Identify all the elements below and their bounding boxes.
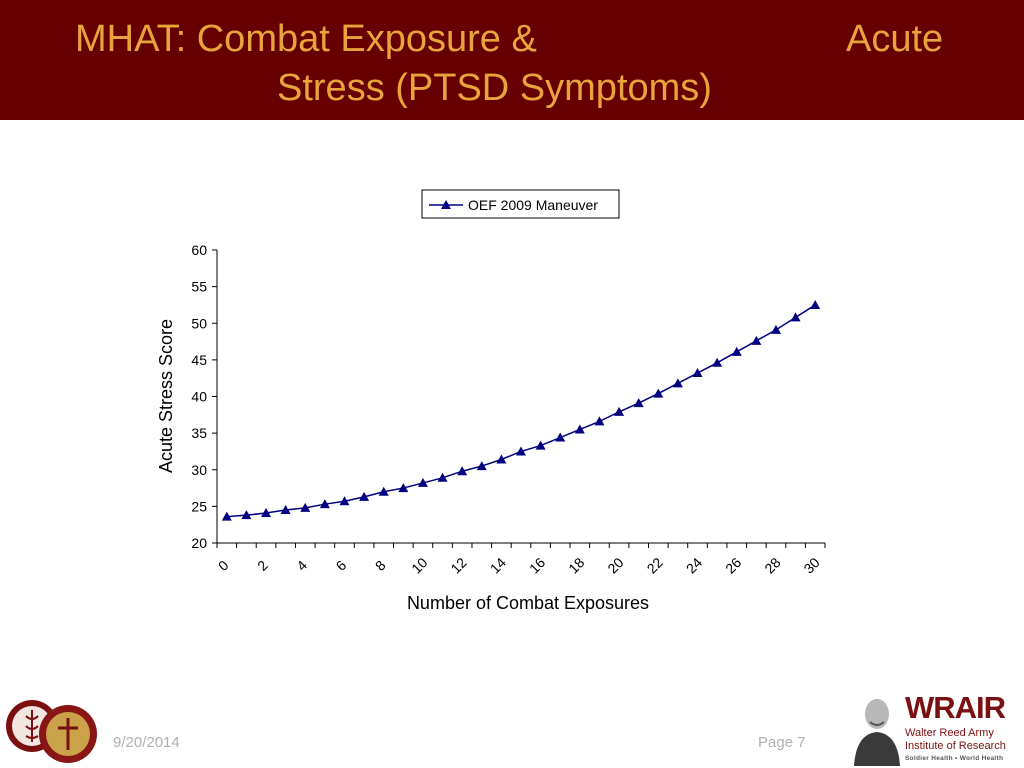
y-tick-label: 55 [191,279,207,295]
title-band [0,0,1024,120]
x-tick-label: 16 [526,554,548,576]
x-tick-label: 4 [293,557,310,574]
y-tick-label: 40 [191,389,207,405]
data-point-marker [241,510,252,520]
data-point-marker [555,432,566,442]
data-point-marker [261,507,272,517]
data-point-marker [437,472,448,482]
data-point-marker [790,312,801,322]
y-tick-label: 25 [191,498,207,514]
data-point-marker [770,324,781,334]
footer-date: 9/20/2014 [113,734,180,751]
x-tick-label: 24 [683,554,705,576]
wrair-logo: WRAIR Walter Reed Army Institute of Rese… [905,692,1020,762]
x-tick-label: 18 [565,554,587,576]
data-point-marker [300,502,311,512]
x-tick-label: 20 [604,554,626,576]
data-point-marker [535,440,546,450]
x-tick-label: 22 [644,554,666,576]
data-point-marker [319,499,330,509]
footer-page-number: Page 7 [758,734,806,751]
legend-label: OEF 2009 Maneuver [468,197,598,213]
y-axis-title: Acute Stress Score [156,319,176,473]
data-point-marker [280,505,291,515]
data-point-marker [633,398,644,408]
data-point-marker [692,368,703,378]
data-point-marker [594,416,605,426]
data-point-marker [359,491,370,501]
y-tick-label: 35 [191,425,207,441]
data-point-marker [653,388,664,398]
data-point-marker [574,424,585,434]
wrair-line2: Institute of Research [905,739,1006,752]
wrair-line1: Walter Reed Army [905,727,994,739]
y-tick-label: 45 [191,352,207,368]
chart-legend: OEF 2009 Maneuver [421,189,620,219]
series-line [226,304,816,518]
slide-title-part1: MHAT: Combat Exposure & [75,18,537,60]
data-point-marker [398,483,409,493]
x-tick-label: 12 [447,554,469,576]
y-tick-label: 20 [191,535,207,551]
x-tick-label: 10 [408,554,430,576]
data-point-marker [476,461,487,471]
data-point-marker [712,357,723,367]
x-tick-label: 6 [333,557,350,574]
data-point-marker [221,511,232,521]
data-point-marker [417,477,428,487]
wrair-tagline: Soldier Health • World Health [905,755,1004,763]
data-point-marker [614,406,625,416]
y-tick-label: 50 [191,315,207,331]
data-point-marker [457,466,468,476]
data-point-marker [496,454,507,464]
y-tick-label: 60 [191,242,207,258]
data-point-marker [378,486,389,496]
chart-series [221,299,821,521]
chart-axes [216,250,825,544]
x-axis-title: Number of Combat Exposures [407,593,649,613]
slide-title-part3: Stress (PTSD Symptoms) [277,67,712,109]
y-tick-label: 30 [191,462,207,478]
data-point-marker [516,446,526,456]
wrair-name: WRAIR [905,690,1006,725]
x-tick-label: 30 [800,554,822,576]
x-tick-label: 8 [372,557,389,574]
data-point-marker [731,346,742,356]
x-tick-label: 0 [215,557,232,574]
x-tick-label: 2 [254,557,271,574]
slide-title-part2: Acute [846,18,944,60]
army-medical-logos [6,700,97,763]
data-point-marker [339,496,350,506]
legend-marker-icon [441,200,451,209]
legend-box [421,189,620,219]
data-point-marker [751,335,762,345]
data-point-marker [810,299,821,309]
walter-reed-portrait-icon [848,692,906,766]
x-tick-label: 28 [761,554,783,576]
x-tick-label: 26 [722,554,744,576]
x-tick-label: 14 [487,554,509,576]
data-point-marker [672,378,683,388]
